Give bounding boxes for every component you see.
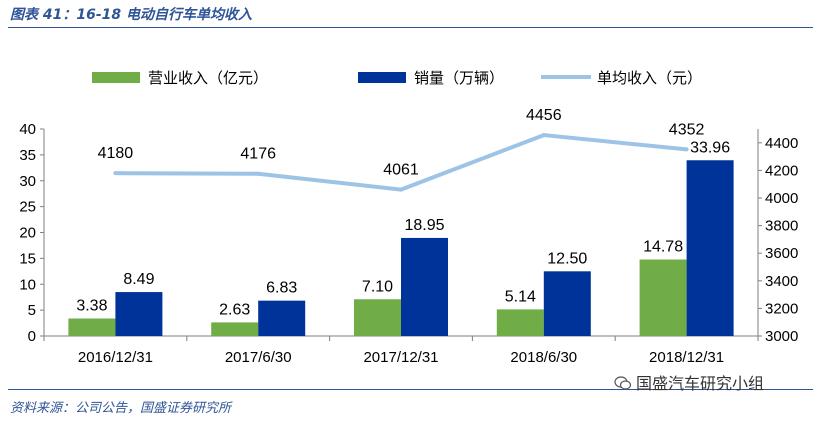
source-note: 资料来源：公司公告，国盛证券研究所: [10, 401, 232, 416]
sales-label: 33.96: [690, 139, 730, 156]
right-tick-label: 3200: [765, 300, 798, 317]
unit-revenue-point: [399, 187, 403, 192]
revenue-bar: [354, 299, 401, 336]
left-tick-label: 15: [19, 250, 36, 267]
right-tick-label: 3800: [765, 218, 798, 235]
unit-revenue-point: [256, 171, 261, 176]
watermark-text: 国盛汽车研究小组: [636, 374, 765, 393]
unit-revenue-point: [113, 171, 118, 176]
right-axis: 3000 3200 3400 3600 3800 4000 4200 4400: [757, 129, 798, 345]
legend: 营业收入（亿元） 销量（万辆） 单均收入（元）: [92, 69, 702, 87]
x-tick-label: 2018/12/31: [649, 349, 724, 366]
revenue-bar: [639, 259, 687, 336]
left-tick-label: 40: [19, 121, 36, 138]
left-tick-label: 10: [19, 276, 36, 293]
unit-revenue-label: 4456: [526, 107, 562, 124]
x-tick-label: 2017/6/30: [225, 349, 292, 366]
line-layer: [113, 133, 689, 192]
revenue-label: 2.63: [219, 301, 250, 318]
right-tick-label: 3600: [765, 245, 798, 262]
revenue-bar: [496, 309, 544, 336]
revenue-label: 5.14: [505, 288, 536, 305]
footer-divider: [8, 389, 813, 390]
revenue-label: 14.78: [643, 239, 683, 256]
right-tick-label: 4400: [765, 135, 798, 152]
left-tick-label: 35: [19, 147, 36, 164]
right-tick-label: 4000: [765, 190, 798, 207]
left-tick-label: 30: [19, 173, 36, 190]
legend-label: 销量（万辆）: [414, 69, 504, 87]
x-axis: 2016/12/31 2017/6/30 2017/12/31 2018/6/30 20…: [43, 335, 759, 366]
unit-revenue-point: [684, 147, 689, 152]
watermark: 国盛汽车研究小组: [614, 370, 764, 394]
unit-revenue-point: [541, 133, 546, 138]
unit-revenue-label: 4180: [98, 145, 134, 162]
revenue-label: 3.38: [76, 298, 107, 315]
bars: [68, 160, 734, 336]
legend-swatch: [92, 72, 140, 83]
unit-revenue-label: 4352: [669, 121, 705, 138]
left-tick-label: 25: [19, 199, 36, 216]
left-axis: 0 5 10 15 20 25 30 35 40: [19, 121, 45, 345]
right-tick-label: 3400: [765, 273, 798, 290]
right-tick-label: 4200: [765, 162, 798, 179]
legend-swatch: [358, 72, 406, 83]
data-labels: 3.38 2.63 7.10 5.14 14.78 8.49 6.83 18.95 12.50 3…: [76, 107, 730, 318]
right-tick-label: 3000: [765, 328, 798, 345]
sales-bar: [401, 237, 448, 336]
revenue-bar: [68, 318, 116, 336]
wechat-icon: [614, 376, 632, 390]
sales-label: 18.95: [404, 217, 444, 234]
left-tick-label: 5: [28, 302, 36, 319]
unit-revenue-label: 4176: [240, 146, 276, 163]
left-tick-label: 20: [19, 225, 36, 242]
left-tick-label: 0: [28, 328, 36, 345]
legend-label: 营业收入（亿元）: [148, 69, 268, 87]
x-tick-label: 2016/12/31: [78, 349, 153, 366]
sales-label: 8.49: [123, 271, 154, 288]
chart-title: 图表 41：16-18 电动自行车单均收入: [10, 7, 253, 23]
sales-bar: [543, 271, 591, 336]
x-tick-label: 2017/12/31: [363, 349, 438, 366]
sales-bar: [258, 300, 306, 336]
sales-bar: [686, 160, 734, 336]
sales-label: 6.83: [266, 280, 297, 297]
revenue-label: 7.10: [362, 278, 393, 295]
sales-label: 12.50: [547, 250, 587, 267]
x-tick-label: 2018/6/30: [510, 349, 577, 366]
sales-bar: [115, 292, 163, 336]
revenue-bar: [211, 322, 259, 336]
title-divider: [8, 27, 813, 28]
legend-label: 单均收入（元）: [597, 69, 702, 87]
unit-revenue-label: 4061: [383, 162, 419, 179]
